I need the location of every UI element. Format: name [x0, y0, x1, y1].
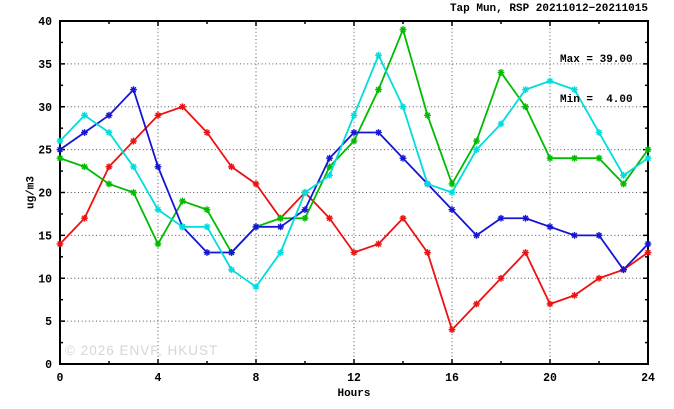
x-tick-label: 24	[641, 372, 655, 385]
series-markers-series-red	[56, 103, 652, 334]
x-tick-label: 12	[347, 372, 361, 385]
series-markers-series-cyan	[56, 51, 652, 291]
y-tick-label: 30	[38, 102, 52, 115]
max-value-label: Max = 39.00	[560, 54, 633, 66]
y-tick-label: 20	[38, 188, 52, 201]
y-tick-label: 5	[45, 316, 52, 329]
y-tick-label: 35	[38, 59, 52, 72]
y-tick-label: 10	[38, 273, 52, 286]
y-axis-label: ug/m3	[25, 176, 38, 210]
y-tick-label: 0	[45, 359, 52, 372]
y-tick-label: 40	[38, 16, 52, 29]
chart-title: Tap Mun, RSP 20211012−20211015	[449, 3, 648, 15]
min-value-label: Min = 4.00	[560, 94, 633, 106]
watermark: © 2026 ENVF, HKUST	[65, 343, 219, 358]
y-tick-label: 25	[38, 145, 52, 158]
x-axis-label: Hours	[337, 388, 371, 400]
y-tick-label: 15	[38, 230, 52, 243]
x-tick-label: 16	[445, 372, 459, 385]
minmax-annotation: Max = 39.00 Min = 4.00	[560, 28, 633, 134]
x-tick-label: 8	[253, 372, 260, 385]
x-tick-label: 4	[155, 372, 162, 385]
x-tick-label: 20	[543, 372, 557, 385]
x-tick-label: 0	[57, 372, 64, 385]
